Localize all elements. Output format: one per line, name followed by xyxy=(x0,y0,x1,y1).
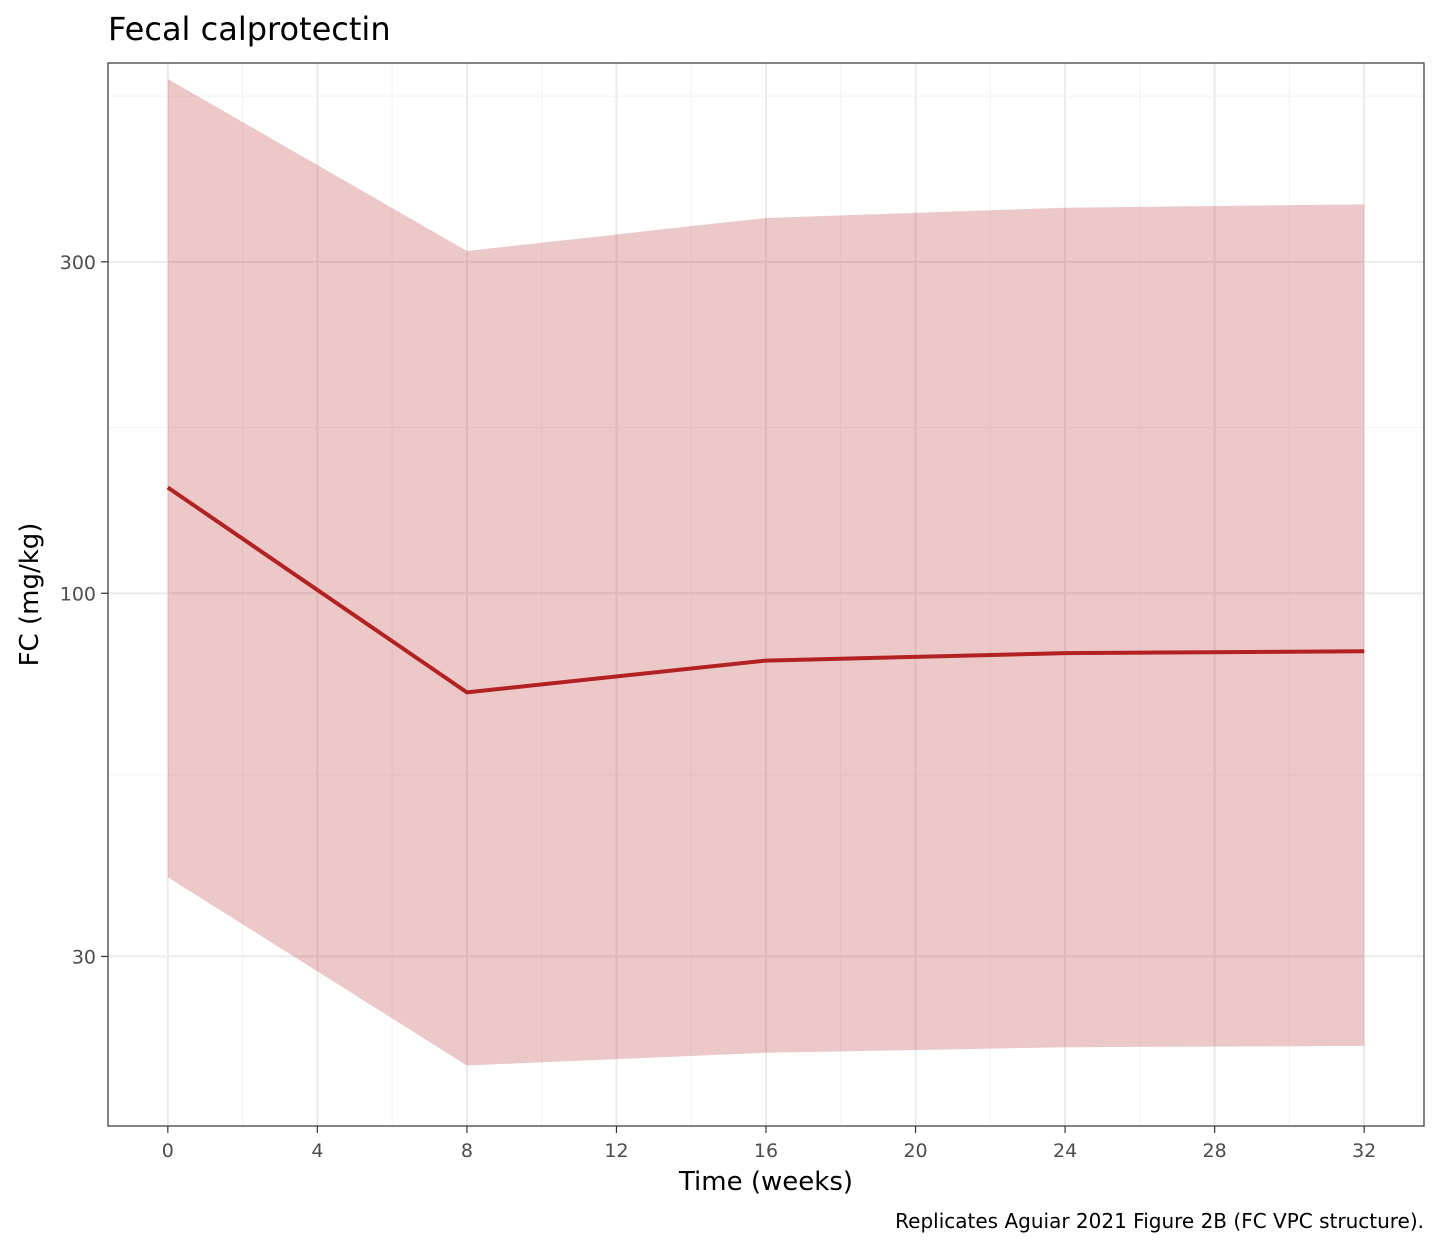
prediction-interval-ribbon xyxy=(167,79,1365,1066)
median-line xyxy=(166,485,1365,695)
chart-title: Fecal calprotectin xyxy=(108,10,391,48)
x-axis-title: Time (weeks) xyxy=(678,1167,853,1197)
y-axis-title: FC (mg/kg) xyxy=(15,523,45,667)
x-tick-label: 28 xyxy=(1203,1140,1227,1162)
y-tick-label: 300 xyxy=(60,252,96,274)
x-tick-label: 24 xyxy=(1053,1140,1077,1162)
gridlines xyxy=(108,63,1424,1126)
chart-caption: Replicates Aguiar 2021 Figure 2B (FC VPC… xyxy=(895,1209,1424,1233)
y-tick-label: 100 xyxy=(60,583,96,605)
x-tick-label: 20 xyxy=(903,1140,927,1162)
y-tick-label: 30 xyxy=(72,946,96,968)
x-tick-label: 16 xyxy=(754,1140,778,1162)
ribbon-layer xyxy=(167,79,1365,1066)
x-tick-label: 32 xyxy=(1352,1140,1376,1162)
x-axis: 0 4 8 12 16 20 24 28 32 xyxy=(162,1126,1376,1162)
x-tick-label: 4 xyxy=(311,1140,323,1162)
x-tick-label: 0 xyxy=(162,1140,174,1162)
line-layer xyxy=(166,485,1365,695)
y-axis: 30 100 300 xyxy=(60,252,108,968)
x-tick-label: 8 xyxy=(461,1140,473,1162)
x-tick-label: 12 xyxy=(604,1140,628,1162)
